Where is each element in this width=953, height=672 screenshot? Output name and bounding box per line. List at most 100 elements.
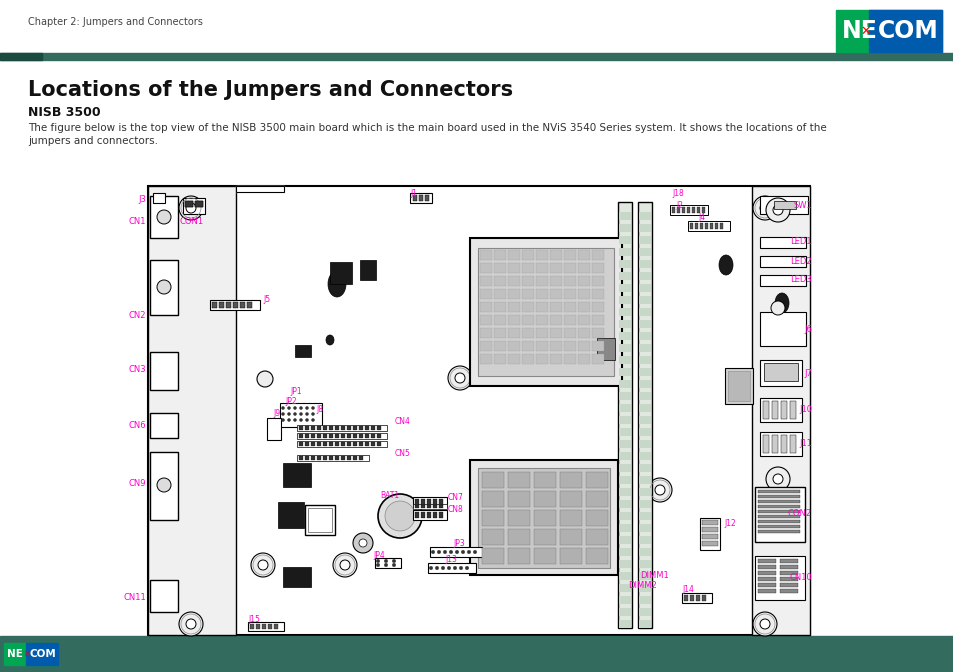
Bar <box>592 354 603 364</box>
Bar <box>534 510 556 526</box>
Bar <box>365 442 369 446</box>
Bar <box>494 276 505 286</box>
Bar <box>618 416 630 424</box>
Bar <box>427 499 431 505</box>
Circle shape <box>294 407 296 409</box>
Circle shape <box>287 407 291 409</box>
Circle shape <box>287 419 291 421</box>
Bar <box>687 221 729 231</box>
Bar <box>618 344 630 352</box>
Text: J9: J9 <box>273 409 280 417</box>
Circle shape <box>443 550 446 554</box>
Bar <box>479 328 492 338</box>
Circle shape <box>455 550 458 554</box>
Circle shape <box>305 413 308 415</box>
Bar <box>481 472 503 488</box>
Bar <box>521 263 534 273</box>
Circle shape <box>299 413 302 415</box>
Circle shape <box>312 413 314 415</box>
Bar <box>618 584 630 592</box>
Bar <box>563 315 576 325</box>
Bar <box>559 491 581 507</box>
Circle shape <box>299 407 302 409</box>
Bar <box>430 547 481 557</box>
Bar <box>559 548 581 564</box>
Bar <box>150 260 178 315</box>
Bar <box>592 289 603 299</box>
Bar <box>226 302 231 308</box>
Bar <box>507 529 530 545</box>
Bar <box>639 476 650 484</box>
Bar <box>340 434 345 438</box>
Text: J15: J15 <box>248 614 259 624</box>
Bar <box>534 472 556 488</box>
Bar <box>639 260 650 268</box>
Bar <box>638 202 651 628</box>
Bar <box>277 502 304 528</box>
Bar <box>152 193 165 203</box>
Bar <box>835 10 941 52</box>
Bar <box>754 487 804 542</box>
Circle shape <box>448 366 472 390</box>
Bar <box>639 608 650 616</box>
Bar <box>371 442 375 446</box>
Circle shape <box>281 407 284 409</box>
Bar <box>780 589 797 593</box>
Text: LED2: LED2 <box>789 257 811 265</box>
Text: SW1: SW1 <box>792 200 811 210</box>
Bar <box>376 442 380 446</box>
Bar <box>330 262 352 284</box>
Bar <box>639 584 650 592</box>
Bar <box>212 302 216 308</box>
Bar <box>758 583 775 587</box>
Bar <box>283 463 311 487</box>
Bar <box>358 442 363 446</box>
Bar <box>438 512 442 518</box>
Bar <box>371 434 375 438</box>
Bar <box>592 302 603 312</box>
Bar <box>433 512 436 518</box>
Bar <box>550 263 561 273</box>
Bar <box>700 223 702 229</box>
Bar <box>618 320 630 328</box>
Bar <box>507 302 519 312</box>
Bar <box>550 276 561 286</box>
Bar <box>521 289 534 299</box>
Bar <box>639 248 650 256</box>
Bar <box>413 497 447 507</box>
Bar <box>536 289 547 299</box>
Text: J4: J4 <box>698 214 704 222</box>
Text: CN3: CN3 <box>129 366 146 374</box>
Bar <box>563 302 576 312</box>
Bar <box>150 452 178 520</box>
Circle shape <box>312 419 314 421</box>
Bar <box>618 476 630 484</box>
Bar <box>727 371 749 401</box>
Bar <box>335 434 338 438</box>
Bar <box>578 315 589 325</box>
Circle shape <box>384 563 387 566</box>
Bar <box>618 260 630 268</box>
Bar <box>0 53 953 60</box>
Bar <box>340 426 345 430</box>
Bar <box>210 300 260 310</box>
Bar <box>618 428 630 436</box>
Bar <box>592 276 603 286</box>
Bar <box>714 223 718 229</box>
Bar <box>578 328 589 338</box>
Bar <box>185 201 193 207</box>
Text: ✕: ✕ <box>860 24 870 38</box>
Bar <box>639 488 650 496</box>
Text: JP1: JP1 <box>290 388 301 396</box>
Bar <box>639 440 650 448</box>
Bar <box>358 426 363 430</box>
Bar <box>585 548 607 564</box>
Bar <box>868 10 941 52</box>
Bar <box>618 512 630 520</box>
Bar <box>563 263 576 273</box>
Bar <box>760 398 801 422</box>
Bar <box>150 580 178 612</box>
Bar <box>340 456 345 460</box>
Circle shape <box>449 550 453 554</box>
Bar <box>415 499 418 505</box>
